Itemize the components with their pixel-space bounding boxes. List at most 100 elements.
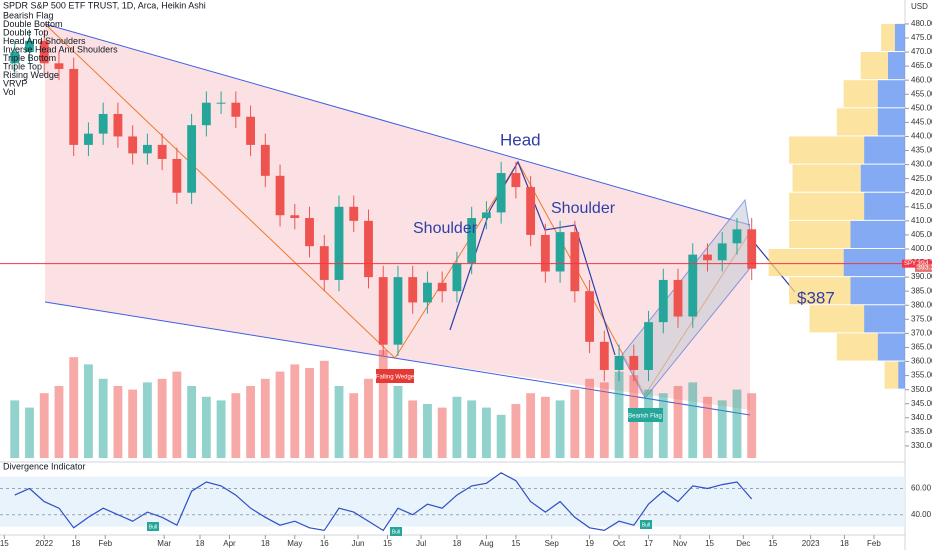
candle-body [39,40,49,64]
volume-bar [452,396,462,458]
candle-body [747,229,757,269]
candle-body [275,175,285,216]
annotation-bull: Bull [642,522,650,528]
x-tick-label: 2023 [802,539,820,548]
volume-bar [585,378,594,458]
y-tick-label: 330.00 [911,441,932,450]
oscillator-line [14,472,753,532]
candle-body [408,277,418,303]
volume-bars [10,350,757,458]
profile-down [864,136,905,164]
candle-body [98,113,108,134]
y-tick-label: 350.00 [911,385,932,394]
x-tick-label: Aug [479,539,493,548]
profile-up [860,52,888,80]
volume-bar [614,371,624,458]
volume-bar [688,382,698,458]
volume-bar [599,382,609,458]
candle-body [69,68,79,145]
candle-body [378,277,388,345]
oscillator-title: Divergence Indicator [3,461,86,471]
y-tick-label: 425.00 [911,174,932,183]
indicator-name: Triple Bottom [3,53,56,63]
candle-body [732,229,742,244]
candle-body [290,215,300,219]
badge [147,522,159,531]
x-tick-label: 19 [585,539,594,548]
profile-down [877,108,905,136]
volume-bar [526,393,536,458]
volume-bar [540,396,550,458]
candle-body [187,125,197,193]
profile-up [836,108,878,136]
wedge-upper [44,23,751,226]
candle-body [644,322,653,370]
volume-bar [246,386,255,458]
volume-bar [290,364,300,458]
indicator-name: Inverse Head And Shoulders [3,44,118,54]
y-tick-label: 375.00 [911,314,932,323]
volume-bar [305,368,314,458]
badge [376,369,414,383]
candle-body [437,282,447,292]
candle-body [496,173,506,213]
volume-bar [69,357,79,458]
x-tick-label: Nov [673,539,687,548]
y-tick-label: 470.00 [911,47,932,56]
y-tick-label: 450.00 [911,103,932,112]
candle-body [452,263,462,292]
volume-bar [142,382,152,458]
volume-bar [703,396,712,458]
profile-up [789,277,851,305]
candle-body [717,243,727,261]
volume-bar [423,404,432,458]
profile-up [809,305,865,333]
volume-bar [231,393,241,458]
volume-bar [570,389,580,458]
x-tick-label: Dec [736,539,750,548]
y-tick-label: 385.00 [911,286,932,295]
candle-body [201,102,211,126]
x-tick-label: 15 [383,539,392,548]
candle-body [540,234,550,272]
candle-body [319,246,329,280]
candle-body [157,144,167,159]
profile-up [881,23,895,52]
candle-body [334,206,344,280]
annotation-bull: Bull [392,529,400,535]
y-tick-label: 430.00 [911,160,932,169]
chart-title: SPDR S&P 500 ETF TRUST, 1D, Arca, Heikin… [3,0,206,10]
volume-bar [393,386,403,458]
y-tick-label: 455.00 [911,89,932,98]
indicator-name: Bearish Flag [3,10,54,20]
volume-profile [768,23,905,389]
x-tick-label: 17 [644,539,653,548]
candle-body [467,218,477,264]
candle-body [570,232,580,292]
x-tick-label: 16 [320,539,329,548]
indicator-name: Rising Wedge [3,70,59,80]
annotation-shoulder: Shoulder [413,220,478,237]
profile-up [792,164,861,192]
wedge-fill [45,24,750,410]
y-tick-label: 445.00 [911,117,932,126]
profile-up [789,192,865,220]
volume-bar [260,378,270,458]
oscillator-pane: Divergence Indicator 40.00 60.00 [0,461,932,532]
annotation-target: $387 [797,288,835,307]
volume-bar [128,389,138,458]
profile-down [843,248,905,277]
price-tag [915,259,932,268]
y-tick-label: 415.00 [911,202,932,211]
x-tick-label: 18 [840,539,849,548]
profile-down [877,333,905,361]
candle-body [349,206,359,221]
y-tick-label: 345.00 [911,399,932,408]
y-tick-label: 400.00 [911,244,932,253]
volume-bar [216,400,226,458]
x-tick-label: 18 [261,539,270,548]
badge [390,527,402,536]
annotation-falling-wedge: Falling Wedge [376,375,415,381]
price-tag-label: 393.28 [917,265,932,272]
